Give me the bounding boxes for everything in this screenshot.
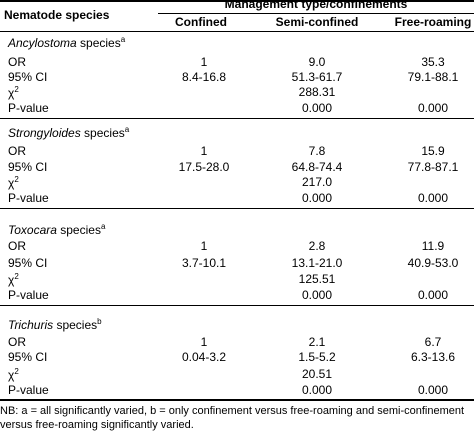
- or-confined: 1: [200, 55, 208, 69]
- or-semi-confined: 7.8: [308, 144, 326, 158]
- ci-confined: 8.4-16.8: [181, 70, 227, 84]
- ci-semi-confined: 51.3-61.7: [291, 70, 343, 84]
- chi-square-label: χ2: [8, 175, 19, 191]
- species-label: Strongyloides speciesa: [8, 125, 130, 141]
- table-bottom-rule: [0, 399, 474, 401]
- ci-label: 95% CI: [8, 160, 48, 174]
- ci-free-roaming: 79.1-88.1: [407, 70, 459, 84]
- footnote-marker: a: [120, 35, 126, 44]
- p-value-free-roaming: 0.000: [417, 101, 449, 115]
- or-semi-confined: 2.1: [308, 335, 326, 349]
- chi-symbol: χ: [8, 176, 15, 190]
- chi-exponent: 2: [14, 367, 19, 376]
- chi-square-label: χ2: [8, 272, 19, 288]
- col-header-confined: Confined: [175, 15, 227, 29]
- p-value-semi-confined: 0.000: [301, 288, 333, 302]
- or-free-roaming: 6.7: [424, 335, 442, 349]
- nematode-species-header: Nematode species: [4, 8, 110, 22]
- block-rule: [0, 305, 474, 306]
- ci-label: 95% CI: [8, 256, 48, 270]
- p-value-free-roaming: 0.000: [417, 288, 449, 302]
- footnote-marker: b: [97, 317, 102, 326]
- block-rule: [0, 118, 474, 119]
- ci-label: 95% CI: [8, 70, 48, 84]
- footnote: NB: a = all significantly varied, b = on…: [0, 405, 465, 431]
- or-confined: 1: [200, 335, 208, 349]
- p-value-free-roaming: 0.000: [417, 191, 449, 205]
- chi-square-value: 20.51: [301, 367, 333, 381]
- ci-free-roaming: 77.8-87.1: [407, 160, 459, 174]
- chi-exponent: 2: [14, 175, 19, 184]
- chi-square-value: 125.51: [298, 272, 336, 286]
- species-suffix: species: [76, 36, 121, 50]
- species-suffix: species: [56, 223, 101, 237]
- chi-exponent: 2: [14, 85, 19, 94]
- group-header-rule: [158, 13, 474, 14]
- species-label: Trichuris speciesb: [8, 317, 102, 333]
- p-value-label: P-value: [8, 101, 49, 115]
- p-value-semi-confined: 0.000: [301, 383, 333, 397]
- p-value-semi-confined: 0.000: [301, 191, 333, 205]
- species-label: Toxocara speciesa: [8, 222, 106, 238]
- or-free-roaming: 35.3: [421, 55, 445, 69]
- or-confined: 1: [200, 239, 208, 253]
- or-label: OR: [8, 239, 26, 253]
- ci-confined: 17.5-28.0: [178, 160, 230, 174]
- or-semi-confined: 9.0: [308, 55, 326, 69]
- p-value-free-roaming: 0.000: [417, 383, 449, 397]
- p-value-label: P-value: [8, 383, 49, 397]
- genus-name: Strongyloides: [8, 126, 81, 140]
- col-header-free-roaming: Free-roaming: [394, 15, 472, 29]
- or-label: OR: [8, 335, 26, 349]
- ci-confined: 0.04-3.2: [181, 350, 227, 364]
- chi-symbol: χ: [8, 273, 15, 287]
- genus-name: Toxocara: [8, 223, 57, 237]
- or-free-roaming: 15.9: [421, 144, 445, 158]
- species-suffix: species: [53, 318, 98, 332]
- table-top-rule: [0, 0, 474, 2]
- p-value-label: P-value: [8, 191, 49, 205]
- ci-semi-confined: 1.5-5.2: [298, 350, 336, 364]
- species-label: Ancylostoma speciesa: [8, 35, 126, 51]
- block-rule: [0, 208, 474, 209]
- ci-confined: 3.7-10.1: [181, 256, 227, 270]
- chi-square-value: 288.31: [298, 85, 336, 99]
- chi-square-value: 217.0: [301, 175, 333, 189]
- footnote-marker: a: [100, 222, 106, 231]
- or-confined: 1: [200, 144, 208, 158]
- ci-semi-confined: 64.8-74.4: [291, 160, 343, 174]
- chi-square-label: χ2: [8, 367, 19, 383]
- or-semi-confined: 2.8: [308, 239, 326, 253]
- p-value-label: P-value: [8, 288, 49, 302]
- ci-free-roaming: 40.9-53.0: [407, 256, 459, 270]
- chi-symbol: χ: [8, 368, 15, 382]
- or-label: OR: [8, 55, 26, 69]
- ci-semi-confined: 13.1-21.0: [291, 256, 343, 270]
- chi-symbol: χ: [8, 86, 15, 100]
- chi-exponent: 2: [14, 272, 19, 281]
- species-suffix: species: [80, 126, 125, 140]
- or-free-roaming: 11.9: [421, 239, 445, 253]
- ci-free-roaming: 6.3-13.6: [410, 350, 456, 364]
- col-header-semi-confined: Semi-confined: [275, 15, 359, 29]
- ci-label: 95% CI: [8, 350, 48, 364]
- genus-name: Trichuris: [8, 318, 54, 332]
- chi-square-label: χ2: [8, 85, 19, 101]
- footnote-marker: a: [124, 125, 130, 134]
- header-bottom-rule: [0, 31, 474, 32]
- or-label: OR: [8, 144, 26, 158]
- p-value-semi-confined: 0.000: [301, 101, 333, 115]
- genus-name: Ancylostoma: [8, 36, 77, 50]
- management-type-header: Management type/confinements: [224, 0, 408, 11]
